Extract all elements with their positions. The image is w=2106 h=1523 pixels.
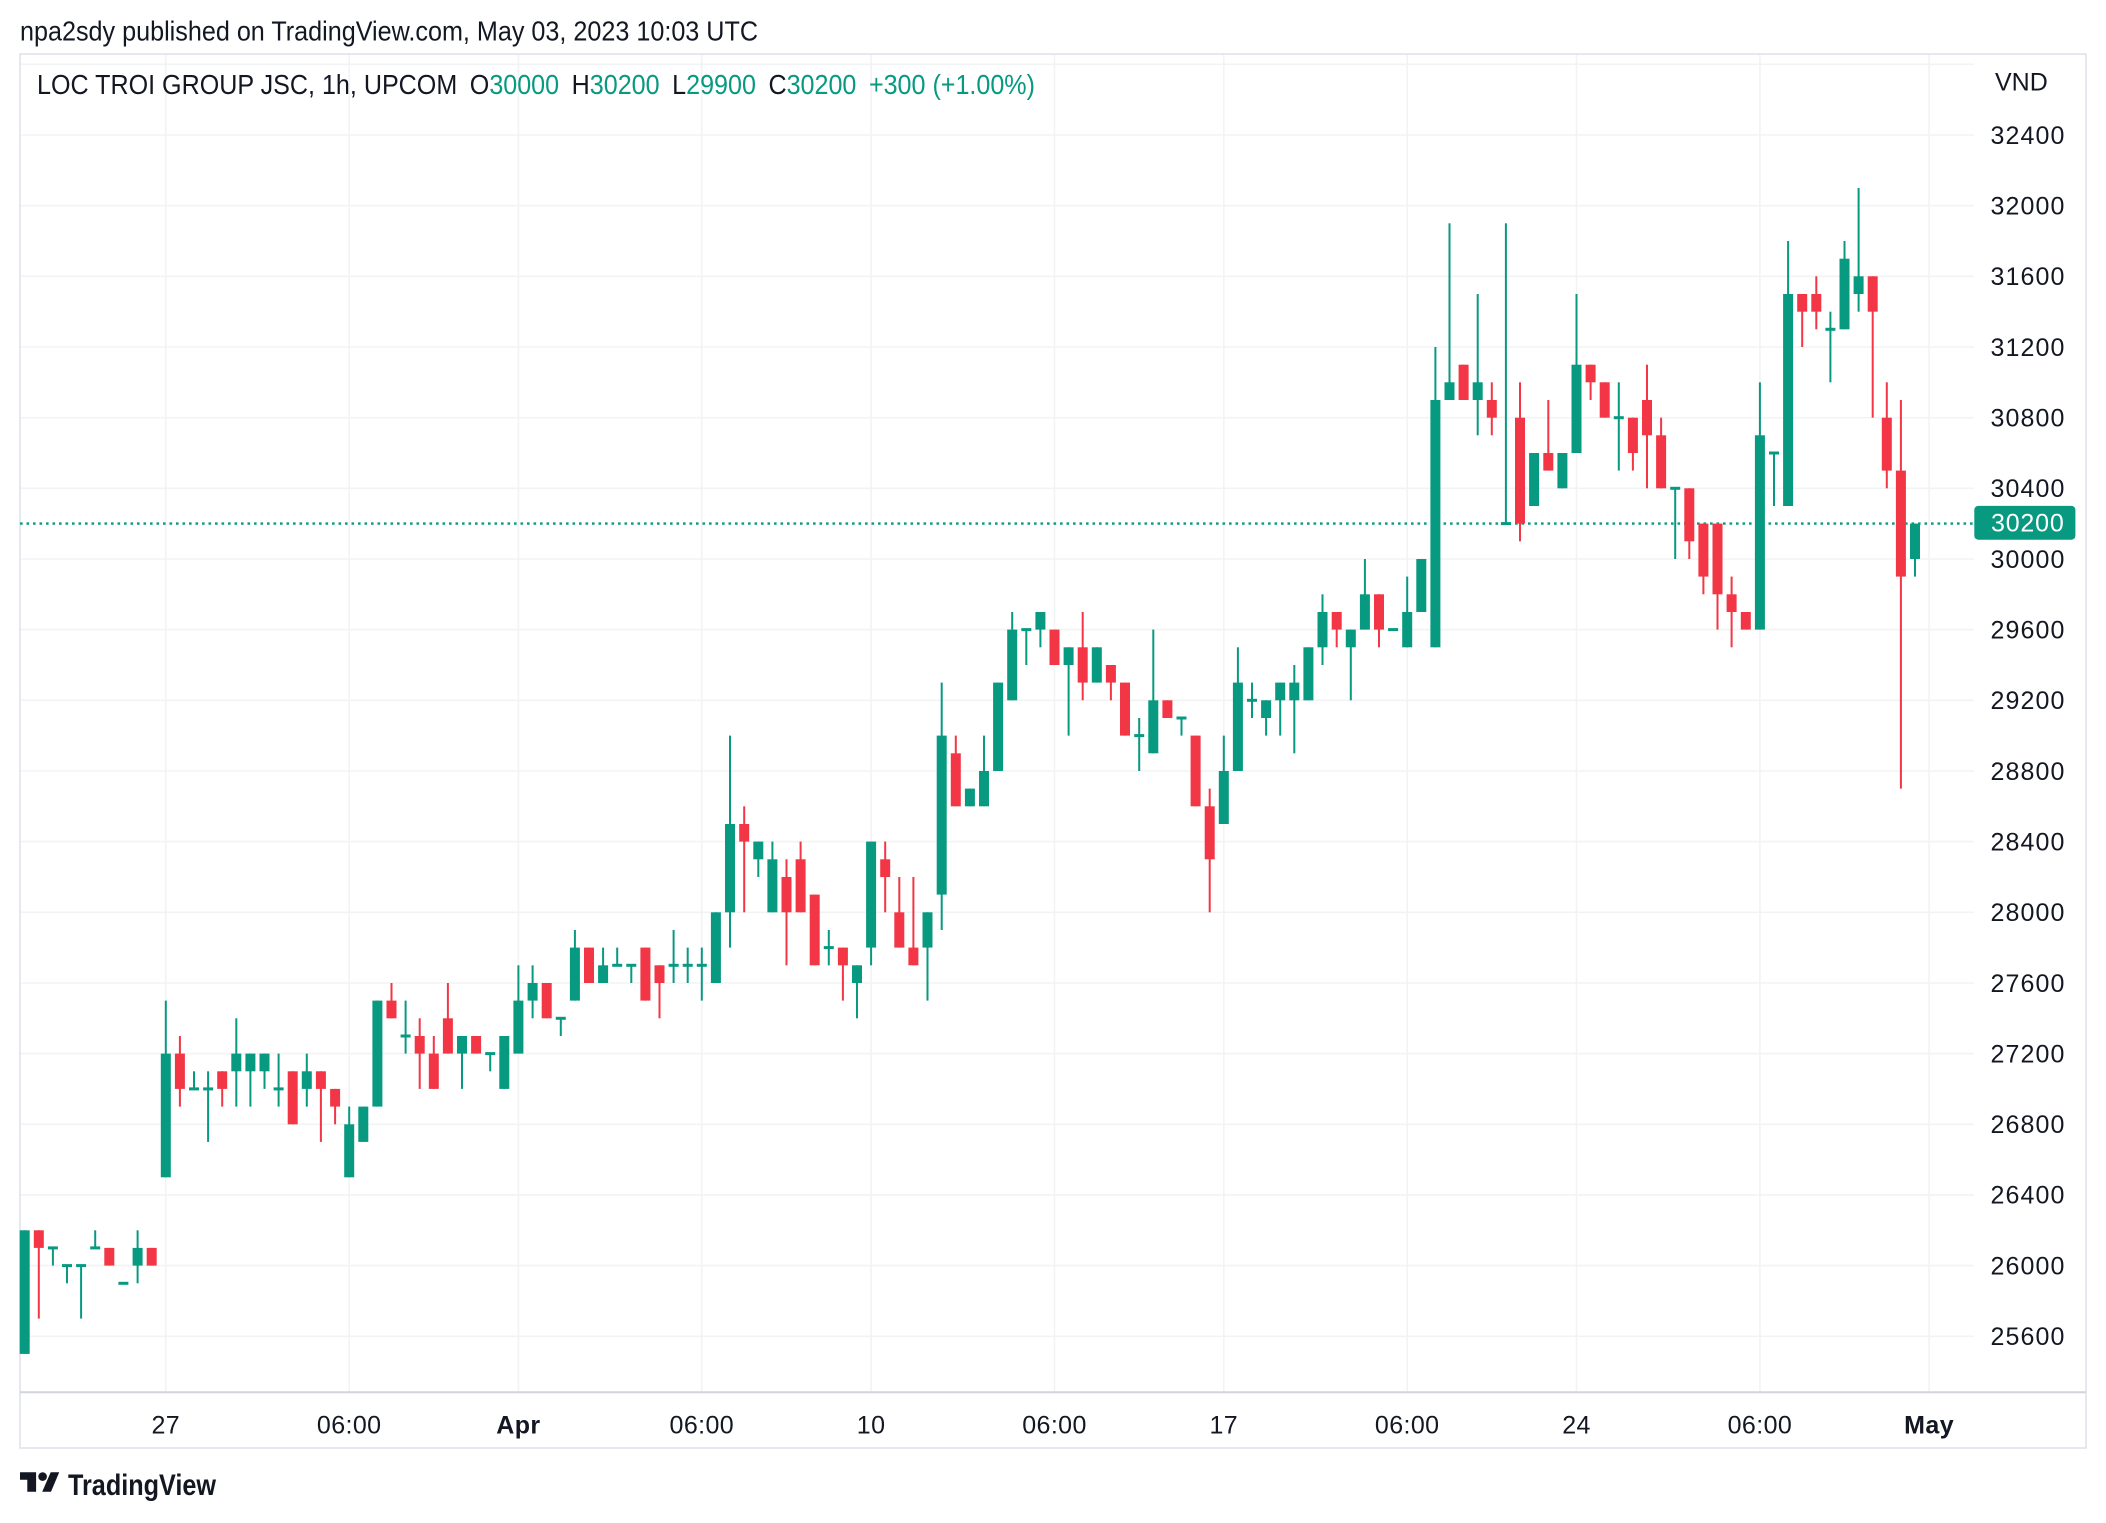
svg-text:npa2sdy published on TradingVi: npa2sdy published on TradingView.com, Ma… [20, 16, 758, 47]
svg-text:28400: 28400 [1991, 828, 2066, 856]
svg-text:31600: 31600 [1991, 263, 2066, 291]
svg-text:VND: VND [1995, 69, 2048, 97]
svg-text:26000: 26000 [1991, 1252, 2066, 1280]
svg-text:LOC TROI GROUP JSC, 1h, UPCOM: LOC TROI GROUP JSC, 1h, UPCOM O30000 H30… [37, 69, 1035, 100]
svg-text:May: May [1904, 1412, 1954, 1440]
svg-text:06:00: 06:00 [670, 1412, 735, 1440]
svg-text:28800: 28800 [1991, 758, 2066, 786]
svg-text:32000: 32000 [1991, 193, 2066, 221]
svg-text:27200: 27200 [1991, 1040, 2066, 1068]
svg-text:TradingView: TradingView [68, 1469, 217, 1502]
svg-text:Apr: Apr [496, 1412, 540, 1440]
svg-text:27600: 27600 [1991, 970, 2066, 998]
svg-text:30800: 30800 [1991, 405, 2066, 433]
svg-text:30400: 30400 [1991, 475, 2066, 503]
svg-text:31200: 31200 [1991, 334, 2066, 362]
svg-text:29200: 29200 [1991, 687, 2066, 715]
svg-text:24: 24 [1562, 1412, 1591, 1440]
svg-text:17: 17 [1209, 1412, 1238, 1440]
svg-text:25600: 25600 [1991, 1323, 2066, 1351]
svg-text:06:00: 06:00 [317, 1412, 382, 1440]
svg-text:30200: 30200 [1991, 510, 2065, 538]
svg-text:26400: 26400 [1991, 1182, 2066, 1210]
svg-text:29600: 29600 [1991, 616, 2066, 644]
svg-text:26800: 26800 [1991, 1111, 2066, 1139]
svg-text:10: 10 [857, 1412, 886, 1440]
svg-text:32400: 32400 [1991, 122, 2066, 150]
svg-text:30000: 30000 [1991, 546, 2066, 574]
svg-text:28000: 28000 [1991, 899, 2066, 927]
svg-text:06:00: 06:00 [1728, 1412, 1793, 1440]
svg-text:06:00: 06:00 [1022, 1412, 1087, 1440]
svg-text:27: 27 [151, 1412, 180, 1440]
svg-text:06:00: 06:00 [1375, 1412, 1440, 1440]
